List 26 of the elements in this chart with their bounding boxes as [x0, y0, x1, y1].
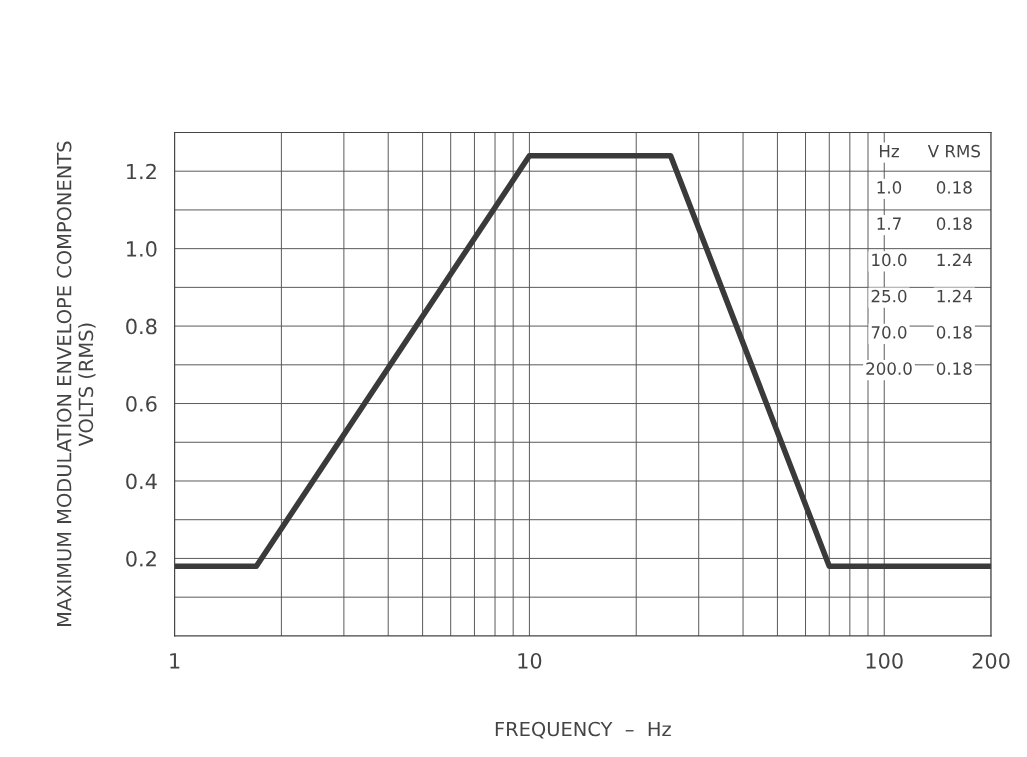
annotation: V RMS: [927, 144, 980, 158]
y-tick-label: 0.6: [126, 395, 157, 412]
annotation: 0.18: [936, 326, 972, 339]
annotation: Hz: [879, 145, 899, 158]
annotation: 1.7: [877, 217, 901, 230]
y-tick-label: 1.2: [127, 163, 156, 180]
annotation: 1.24: [937, 289, 972, 303]
y-axis-title: MAXIMUM MODULATION ENVELOPE COMPONENTS VOLTS (RMS): [56, 141, 96, 626]
annotation: 200.0: [866, 362, 912, 375]
x-tick-label: 100: [866, 652, 903, 669]
annotation: 10.0: [872, 253, 907, 267]
annotation: 70.0: [871, 326, 907, 339]
annotation: 1.0: [877, 181, 902, 194]
y-tick-label: 1.0: [127, 241, 157, 257]
y-tick-label: 0.2: [126, 550, 156, 567]
annotation: 0.18: [936, 217, 972, 230]
annotation: 0.18: [936, 181, 972, 194]
x-tick-label: 10: [518, 652, 542, 669]
y-tick-label: 0.8: [126, 318, 157, 335]
x-tick-label: 1: [170, 653, 180, 669]
x-axis-title: FREQUENCY – Hz: [495, 721, 671, 739]
annotation: 1.24: [937, 253, 972, 266]
annotation: 0.18: [936, 362, 972, 375]
y-tick-label: 0.4: [126, 473, 157, 490]
annotation: 25.0: [871, 289, 907, 303]
x-tick-label: 200: [972, 652, 1010, 669]
